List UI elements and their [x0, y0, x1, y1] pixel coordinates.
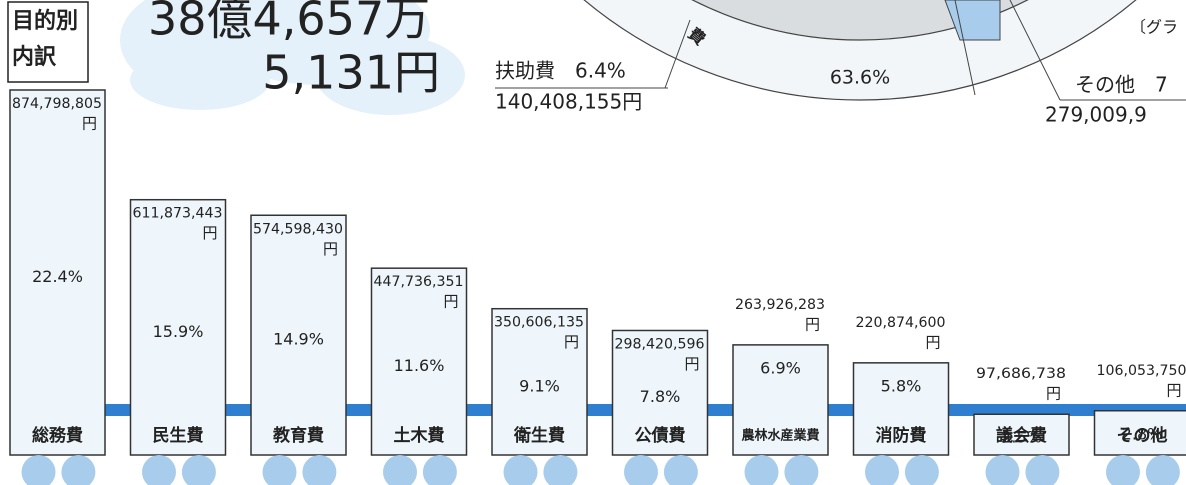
share-label: 7.8%	[640, 387, 681, 406]
unit-label: 円	[925, 333, 940, 351]
value-label: 874,798,805	[12, 96, 102, 112]
value-label: 106,053,750	[1097, 363, 1186, 379]
bar	[732, 344, 829, 456]
unit-label: 円	[684, 355, 699, 373]
total: 38億4,657万	[148, 0, 430, 46]
leader-line	[664, 19, 691, 89]
title: 内訳	[12, 44, 57, 70]
pie-fragment: 費 63.6% 扶助費 6.4% 140,408,155円 その他 7 279,…	[495, 0, 1186, 127]
decor-circle	[302, 455, 337, 485]
value-label: 447,736,351	[374, 274, 464, 290]
decor-circle	[663, 455, 698, 485]
decor-circle	[1106, 455, 1140, 485]
category-label: 公債費	[635, 425, 686, 446]
decor-circle	[383, 455, 417, 485]
decor-circle	[904, 455, 939, 485]
bar	[129, 198, 227, 456]
leader-line	[1009, 0, 1061, 101]
category-label: 教育費	[272, 425, 324, 446]
bar	[370, 267, 468, 456]
decor-circle	[784, 455, 819, 485]
share-label: 22.4%	[32, 267, 83, 286]
title: 目的別	[12, 8, 78, 34]
category-label: 衛生費	[513, 425, 565, 446]
value-label: 611,873,443	[133, 206, 223, 222]
decor-circle	[262, 455, 297, 485]
annotation: 〔グラ	[1130, 18, 1178, 37]
bar	[973, 413, 1070, 456]
pie-slice	[944, 0, 1001, 41]
bar	[9, 89, 106, 456]
bar	[1093, 410, 1186, 456]
category-label: 消防費	[876, 425, 927, 446]
decor-circle	[61, 455, 96, 485]
unit-label: 円	[202, 224, 217, 242]
pie-divider	[954, 0, 976, 96]
share-label: 6.9%	[760, 358, 801, 377]
share-label: 11.6%	[394, 356, 445, 375]
decor-circle	[744, 455, 779, 485]
value-label: 97,686,738	[976, 366, 1066, 382]
annotation: 279,009,9	[1045, 103, 1147, 127]
annotation: 扶助費 6.4%	[495, 59, 626, 83]
value-label: 263,926,283	[735, 297, 825, 313]
bar	[611, 329, 709, 456]
decor-circle	[985, 455, 1020, 485]
total: 5,131円	[262, 46, 440, 100]
decor-circle	[865, 455, 899, 485]
bar	[491, 307, 588, 456]
unit-label: 円	[82, 115, 97, 133]
value-label: 220,874,600	[856, 315, 946, 331]
cloud	[120, 0, 465, 115]
decor-circle	[1145, 455, 1180, 485]
category-label: 民生費	[153, 425, 204, 446]
unit-label: 円	[443, 293, 458, 311]
share-label: 15.9%	[153, 322, 204, 341]
title-box	[7, 1, 89, 83]
decor-circle	[543, 455, 578, 485]
category-label: 土木費	[394, 425, 445, 446]
decor-circle	[21, 455, 56, 485]
value-label: 298,420,596	[615, 336, 705, 352]
decor-circle	[624, 455, 658, 485]
value-label: 574,598,430	[253, 221, 343, 237]
share-label: 5.8%	[881, 376, 922, 395]
share-label: 14.9%	[273, 330, 324, 349]
unit-label: 円	[805, 315, 820, 333]
bar	[852, 362, 950, 456]
category-label: 議会費	[996, 425, 1047, 446]
category-label: 総務費	[32, 425, 83, 446]
unit-label: 円	[1046, 385, 1061, 403]
decor-circle	[142, 455, 176, 485]
decor-circle	[181, 455, 216, 485]
pie-inner	[691, 0, 1029, 41]
decor-circle	[503, 455, 538, 485]
value-label: 350,606,135	[494, 315, 584, 331]
category-label: 農林水産業費	[741, 428, 819, 444]
share-label: 9.1%	[519, 376, 560, 395]
annotation: その他 7	[1075, 73, 1168, 97]
bar	[250, 214, 347, 456]
unit-label: 円	[323, 240, 338, 258]
decor-circle	[422, 455, 457, 485]
pie-label: 63.6%	[830, 67, 890, 89]
share-label: 2.8%	[1122, 424, 1163, 443]
decor-circle	[1025, 455, 1060, 485]
share-label: 2.5%	[1001, 428, 1042, 447]
unit-label: 円	[564, 333, 579, 351]
category-label: その他	[1117, 425, 1168, 446]
unit-label: 円	[1166, 381, 1181, 399]
annotation: 140,408,155円	[495, 90, 642, 114]
